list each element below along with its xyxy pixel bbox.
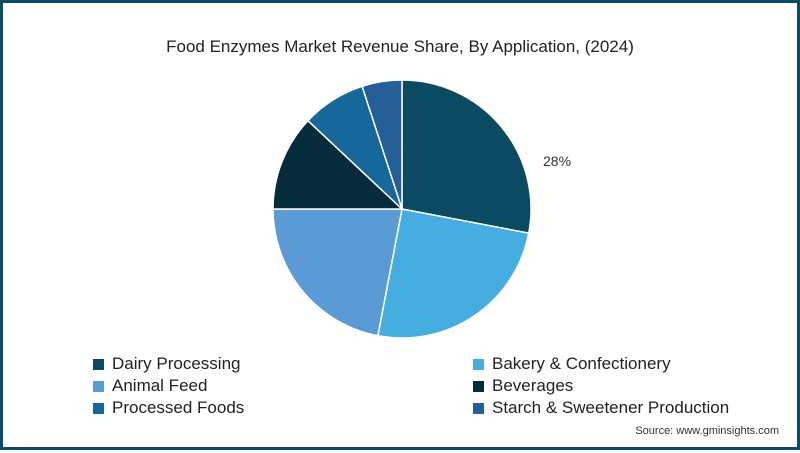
legend-item-starch-sweetener: Starch & Sweetener Production — [473, 397, 729, 419]
legend-swatch-icon — [473, 402, 484, 414]
pie-slice-dairy-processing — [401, 79, 532, 235]
pie-chart — [272, 79, 532, 339]
legend-swatch-icon — [93, 380, 104, 392]
legend-label: Starch & Sweetener Production — [492, 398, 730, 417]
legend-label: Animal Feed — [112, 376, 208, 395]
legend-item-dairy-processing: Dairy Processing — [93, 353, 241, 375]
legend-swatch-icon — [93, 358, 104, 370]
legend-swatch-icon — [473, 358, 484, 370]
chart-title: Food Enzymes Market Revenue Share, By Ap… — [166, 37, 634, 56]
legend-swatch-icon — [93, 402, 104, 414]
pie-slice-beverages — [272, 119, 404, 210]
pie-slice-starch-sweetener-production — [361, 79, 403, 210]
legend-label: Beverages — [492, 376, 574, 395]
dairy-percent-label: 28% — [543, 153, 572, 169]
legend-item-animal-feed: Animal Feed — [93, 375, 207, 397]
legend-item-bakery-confectionery: Bakery & Confectionery — [473, 353, 671, 375]
source-note: Source: www.gminsights.com — [635, 425, 779, 437]
legend-label: Dairy Processing — [112, 354, 241, 373]
legend-label: Bakery & Confectionery — [492, 354, 671, 373]
pie-slice-animal-feed — [272, 208, 403, 337]
legend-item-processed-foods: Processed Foods — [93, 397, 244, 419]
legend-swatch-icon — [473, 380, 484, 392]
pie-slice-bakery-confectionery — [376, 208, 530, 339]
legend-item-beverages: Beverages — [473, 375, 573, 397]
legend-label: Processed Foods — [112, 398, 245, 417]
